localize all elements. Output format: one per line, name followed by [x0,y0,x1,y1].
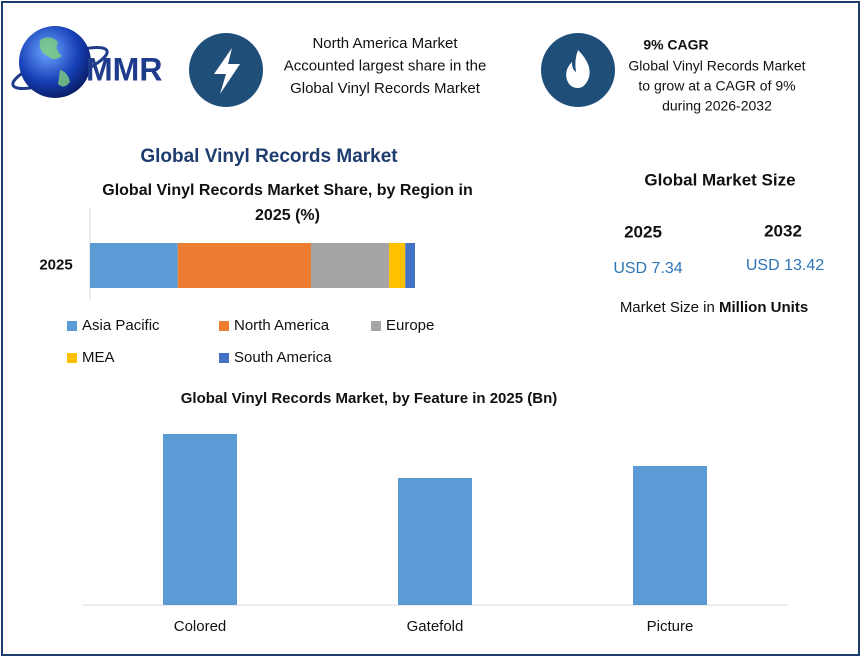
info-text: North America Market [312,35,458,52]
legend-label: North America [234,317,330,334]
x-tick-label: Picture [647,618,694,635]
bar [633,466,707,605]
market-note: Market Size in Million Units [620,299,808,316]
info-text: Global Vinyl Records Market [628,58,805,74]
legend-label: MEA [82,349,115,366]
bar [163,434,237,605]
legend-label: Europe [386,317,434,334]
y-tick-label: 2025 [39,256,72,273]
x-tick-label: Colored [174,618,227,635]
bar [398,478,472,605]
year: 2032 [764,221,802,240]
note-bold: Million Units [719,299,808,316]
legend-label: South America [234,349,332,366]
logo: MMR [11,26,162,98]
info-text: Accounted largest share in the [284,57,487,74]
legend-swatch [67,321,77,331]
legend-swatch [67,353,77,363]
info-text: during 2026-2032 [662,98,772,114]
logo-text: MMR [86,51,162,87]
market-value: USD 13.42 [746,257,824,274]
note: Market Size in [620,299,719,316]
info-text: to grow at a CAGR of 9% [638,78,795,94]
info-text: Global Vinyl Records Market [290,80,481,97]
bar-segment [389,243,406,288]
bar-segment [177,243,311,288]
bar-segment [405,243,415,288]
chart-title: Global Vinyl Records Market Share, by Re… [102,182,473,224]
market-size-title: Global Market Size [644,170,795,189]
info-heading: 9% CAGR [643,37,708,53]
legend-swatch [219,321,229,331]
market-value: USD 7.34 [613,260,682,277]
icon-bolt [189,33,263,107]
chart-title: Global Vinyl Records Market, by Feature … [181,390,558,407]
icon-flame [541,33,615,107]
legend-swatch [371,321,381,331]
page-title: Global Vinyl Records Market [140,146,398,167]
legend-label: Asia Pacific [82,317,160,334]
x-tick-label: Gatefold [407,618,464,635]
bar-segment [311,243,389,288]
bar-segment [90,243,178,288]
legend-swatch [219,353,229,363]
year: 2025 [624,222,662,241]
